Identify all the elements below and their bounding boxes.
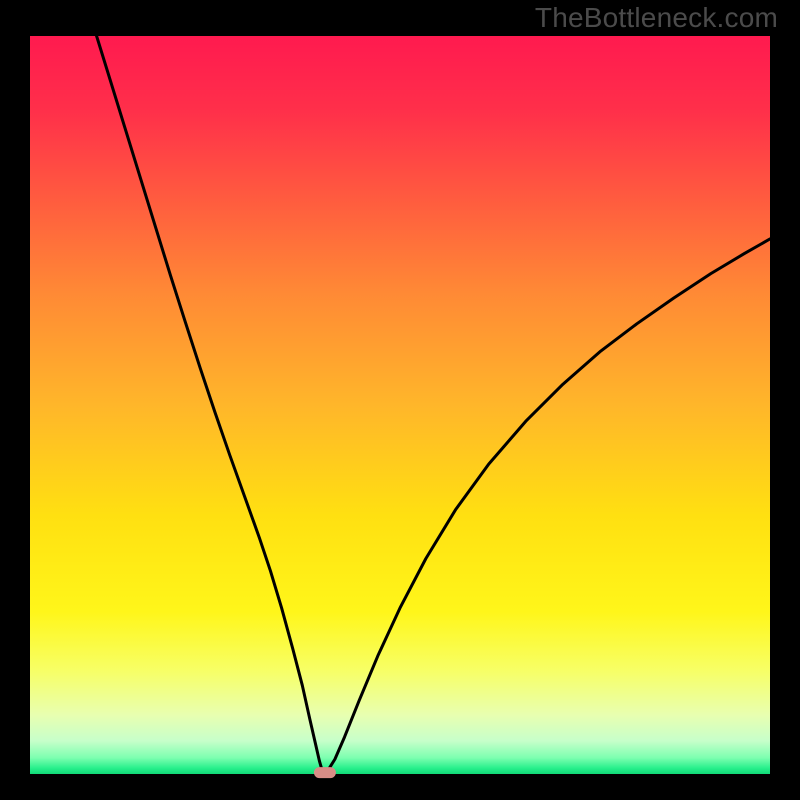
optimal-point-marker [313,767,335,779]
bottleneck-curve [97,36,770,771]
watermark-text: TheBottleneck.com [535,2,778,34]
plot-area [30,36,770,774]
curve-layer [30,36,770,774]
chart-frame: TheBottleneck.com [0,0,800,800]
